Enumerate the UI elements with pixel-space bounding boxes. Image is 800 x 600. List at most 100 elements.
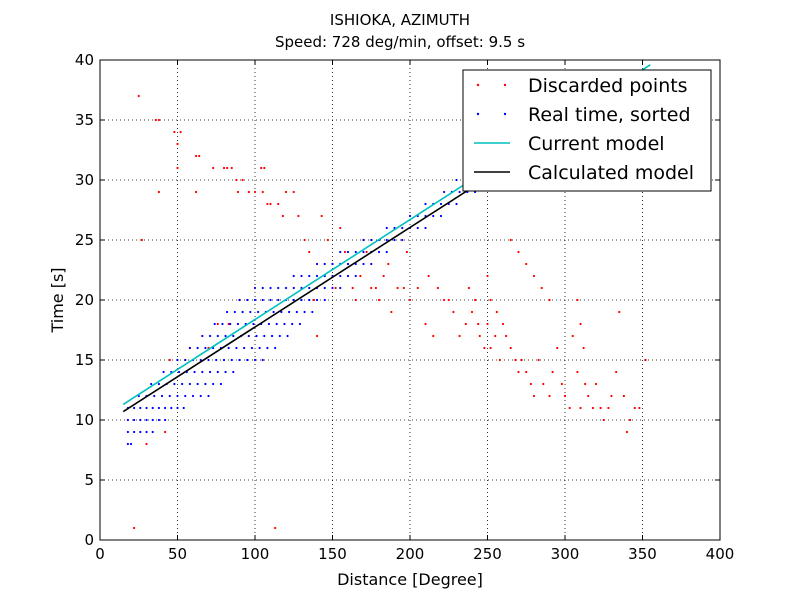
data-point <box>164 406 167 410</box>
data-point <box>277 298 280 302</box>
x-tick-label: 200 <box>396 545 425 563</box>
data-point <box>238 358 241 362</box>
data-point <box>193 370 196 374</box>
x-tick-label: 100 <box>241 545 270 563</box>
data-point <box>208 334 212 338</box>
data-point <box>129 442 133 446</box>
data-point <box>177 370 181 374</box>
data-point <box>529 382 533 386</box>
data-point <box>346 274 350 278</box>
data-point <box>594 382 598 386</box>
y-tick-label: 10 <box>75 411 94 429</box>
data-point <box>525 262 528 266</box>
data-point <box>464 322 467 326</box>
data-point <box>458 334 461 338</box>
legend-marker <box>503 112 507 116</box>
y-tick-label: 35 <box>75 111 94 129</box>
data-point <box>233 310 236 314</box>
data-point <box>354 250 357 254</box>
data-point <box>151 418 154 422</box>
data-point <box>382 274 385 278</box>
y-tick-label: 5 <box>84 471 94 489</box>
data-point <box>140 238 143 242</box>
data-point <box>176 406 179 410</box>
data-point <box>495 310 498 314</box>
data-point <box>266 346 269 350</box>
x-tick-label: 350 <box>628 545 657 563</box>
data-point <box>377 298 381 302</box>
data-point <box>311 310 314 314</box>
data-point <box>224 334 227 338</box>
data-point <box>579 322 582 326</box>
data-point <box>176 166 179 170</box>
data-point <box>255 334 258 338</box>
data-point <box>563 394 567 398</box>
data-point <box>517 250 520 254</box>
data-point <box>402 286 405 290</box>
x-tick-label: 300 <box>551 545 580 563</box>
data-point <box>222 166 226 170</box>
legend: Discarded points Real time, sorted Current… <box>462 69 712 192</box>
data-point <box>571 334 574 338</box>
data-point <box>281 214 284 218</box>
data-point <box>354 298 357 302</box>
data-point <box>432 334 435 338</box>
data-point <box>615 370 618 374</box>
data-point <box>207 358 210 362</box>
data-point <box>250 346 253 350</box>
data-point <box>385 226 388 230</box>
data-point <box>331 262 334 266</box>
data-point <box>587 394 590 398</box>
data-point <box>385 250 388 254</box>
data-point <box>198 154 201 158</box>
data-point <box>315 334 319 338</box>
data-point <box>300 274 303 278</box>
data-point <box>216 322 219 326</box>
data-point <box>370 238 373 242</box>
data-point <box>145 406 148 410</box>
legend-entry: Real time, sorted <box>476 104 691 126</box>
data-point <box>243 346 246 350</box>
data-point <box>320 214 323 218</box>
legend-label: Discarded points <box>528 75 688 97</box>
data-point <box>346 262 350 266</box>
data-point <box>168 394 171 398</box>
data-point <box>164 418 167 422</box>
data-point <box>537 358 540 362</box>
x-tick-label: 400 <box>706 545 735 563</box>
data-point <box>362 262 365 266</box>
data-point <box>455 202 458 206</box>
data-point <box>315 274 319 278</box>
data-point <box>346 250 350 254</box>
data-point <box>323 286 326 290</box>
data-point <box>221 322 224 326</box>
data-point <box>424 322 427 326</box>
data-point <box>312 298 315 302</box>
data-point <box>525 370 528 374</box>
data-point <box>370 286 373 290</box>
data-point <box>188 382 191 386</box>
data-point <box>227 346 230 350</box>
data-point <box>467 286 470 290</box>
data-point <box>489 346 492 350</box>
y-tick-label: 30 <box>75 171 94 189</box>
data-point <box>188 346 191 350</box>
data-point <box>408 214 412 218</box>
data-point <box>195 190 198 194</box>
legend-marker <box>503 83 507 87</box>
data-point <box>266 202 269 206</box>
data-point <box>486 322 489 326</box>
data-point <box>331 286 334 290</box>
data-point <box>191 394 195 398</box>
data-point <box>212 166 215 170</box>
data-point <box>253 286 257 290</box>
data-point <box>505 334 508 338</box>
data-point <box>196 346 199 350</box>
data-point <box>424 226 427 230</box>
data-point <box>235 346 238 350</box>
data-point <box>618 310 621 314</box>
data-point <box>150 382 153 386</box>
legend-entry: Calculated model <box>474 162 694 184</box>
data-point <box>230 166 233 170</box>
data-point <box>168 358 171 362</box>
